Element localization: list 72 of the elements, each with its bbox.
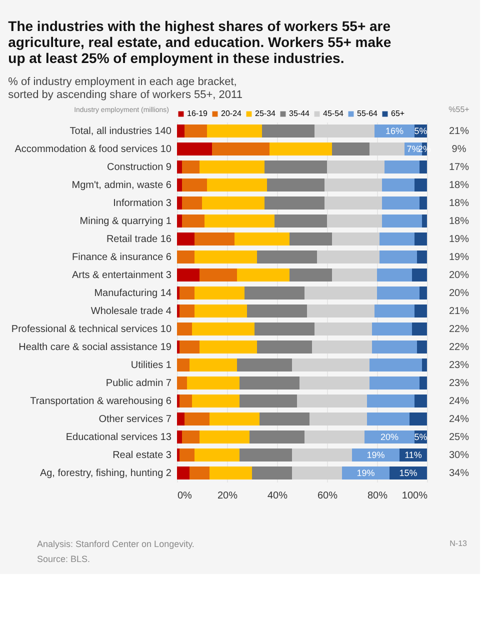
- data-label: 11%: [404, 450, 422, 460]
- x-tick-label: 20%: [217, 490, 238, 502]
- text: up at least 25% of employment in these industries.: [8, 50, 344, 66]
- y-tick-label: Other services 7: [98, 414, 172, 425]
- data-label: 2%: [418, 144, 432, 154]
- data-label: 5%: [414, 432, 428, 442]
- data-label: 7%: [406, 144, 420, 154]
- x-tick-label: 40%: [267, 490, 288, 502]
- data-label: 19%: [366, 450, 385, 460]
- text: 18%: [448, 198, 470, 209]
- x-tick-label: 100%: [402, 490, 428, 502]
- y-tick-label: Arts & entertainment 3: [72, 270, 172, 281]
- data-label: 5%: [414, 126, 428, 136]
- y-tick-label: Educational services 13: [66, 432, 172, 443]
- x-tick-label: 60%: [317, 490, 338, 502]
- text: 25%: [448, 432, 470, 443]
- text: 20%: [448, 288, 470, 299]
- text: 18%: [448, 216, 470, 227]
- y-tick-label: Public admin 7: [106, 378, 172, 389]
- text: 23%: [448, 378, 470, 389]
- text: 20%: [448, 270, 470, 281]
- y-tick-label: Accommodation & food services 10: [14, 144, 172, 155]
- text: 22%: [448, 342, 470, 353]
- text: %55+: [448, 105, 470, 114]
- data-label: 20%: [380, 432, 399, 442]
- y-tick-label: Information 3: [113, 198, 172, 209]
- text: Analysis: Stanford Center on Longevity.: [37, 539, 194, 549]
- text: 24%: [448, 396, 470, 407]
- y-tick-label: Utilities 1: [130, 360, 172, 371]
- text: 19%: [448, 234, 470, 245]
- legend-label: 16-19: [187, 109, 208, 118]
- data-label: 16%: [385, 126, 404, 136]
- text: sorted by ascending share of workers 55+, 2011: [8, 89, 242, 101]
- text: agriculture, real estate, and education. Workers 55+ make: [8, 34, 392, 50]
- text: 30%: [448, 450, 470, 461]
- x-tick-label: 0%: [178, 490, 192, 502]
- y-tick-label: Health care & social assistance 19: [18, 342, 172, 353]
- legend-label: 20-24: [221, 109, 242, 118]
- text: 23%: [448, 360, 470, 371]
- source-note: Source: BLS.: [37, 554, 90, 564]
- y-tick-label: Retail trade 16: [106, 234, 172, 245]
- legend-label: 65+: [391, 109, 405, 118]
- text: 18%: [448, 180, 470, 191]
- y-tick-label: Construction 9: [107, 162, 172, 173]
- legend-label: 45-54: [323, 109, 344, 118]
- text: 21%: [448, 126, 470, 137]
- text: 34%: [448, 468, 470, 479]
- y-tick-label: Mining & quarrying 1: [80, 216, 172, 227]
- legend-label: 55-64: [357, 109, 378, 118]
- y-tick-label: Total, all industries 140: [70, 126, 172, 137]
- legend-label: 35-44: [289, 109, 310, 118]
- x-tick-label: 80%: [367, 490, 388, 502]
- text: 9%: [452, 144, 466, 155]
- data-label: 15%: [399, 468, 418, 478]
- data-label: 19%: [356, 468, 375, 478]
- y-tick-label: Wholesale trade 4: [90, 306, 172, 317]
- y-tick-label: Mgm't, admin, waste 6: [72, 180, 172, 191]
- text: 19%: [448, 252, 470, 263]
- y-tick-label: Manufacturing 14: [94, 288, 172, 299]
- text: 24%: [448, 414, 470, 425]
- legend-label: 25-34: [255, 109, 276, 118]
- text: N-13: [450, 539, 468, 548]
- text: % of industry employment in each age bracket,: [8, 76, 237, 88]
- text: 17%: [448, 162, 470, 173]
- y-tick-label: Professional & technical services 10: [11, 324, 172, 335]
- text: 22%: [448, 324, 470, 335]
- text: The industries with the highest shares of workers 55+ are: [8, 18, 391, 34]
- y-tick-label: Transportation & warehousing 6: [30, 396, 172, 407]
- y-tick-label: Finance & insurance 6: [72, 252, 172, 263]
- y-tick-label: Real estate 3: [112, 450, 172, 461]
- text: 21%: [448, 306, 470, 317]
- y-tick-label: Ag, forestry, fishing, hunting 2: [40, 468, 172, 479]
